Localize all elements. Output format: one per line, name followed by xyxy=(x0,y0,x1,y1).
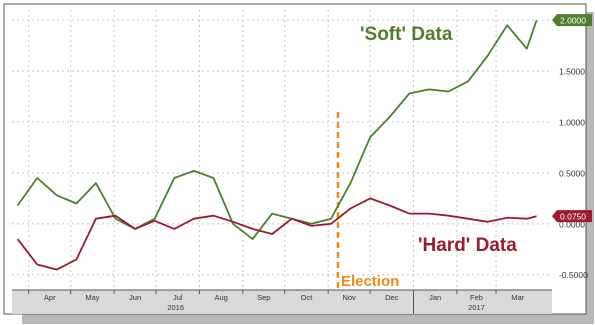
x-tick-label: Mar xyxy=(511,293,524,302)
y-tick-label: 1.0000 xyxy=(559,118,585,128)
last-value-badge-text: 0.0750 xyxy=(560,212,586,222)
hard-data-line xyxy=(16,197,537,271)
x-tick-label: Jul xyxy=(173,293,183,302)
x-tick-label: Dec xyxy=(385,293,399,302)
x-tick-label: May xyxy=(85,293,99,302)
series-layer xyxy=(16,19,538,290)
x-tick-label: Aug xyxy=(214,293,227,302)
x-axis-band xyxy=(12,290,552,314)
last-value-badges: 2.0000 0.0750 xyxy=(552,14,592,223)
x-tick-label: Jun xyxy=(129,293,141,302)
x-axis: Apr May Jun Jul Aug Sep Oct Nov Dec Jan Feb Mar 2016… xyxy=(28,290,525,314)
y-tick-label: 1.5000 xyxy=(559,67,585,77)
x-year-label: 2017 xyxy=(468,303,485,312)
x-tick-label: Nov xyxy=(342,293,356,302)
election-label: Election xyxy=(341,273,399,290)
x-tick-label: Sep xyxy=(257,293,270,302)
gridlines xyxy=(12,10,552,290)
x-tick-label: Feb xyxy=(470,293,483,302)
y-tick-label: 0.5000 xyxy=(559,168,585,178)
x-tick-label: Oct xyxy=(301,293,314,302)
soft-data-line xyxy=(16,19,538,241)
soft-data-label: 'Soft' Data xyxy=(360,24,453,45)
hard-data-label: 'Hard' Data xyxy=(418,235,517,256)
x-tick-label: Jan xyxy=(429,293,441,302)
x-tick-label: Apr xyxy=(44,293,56,302)
last-value-badge xyxy=(552,14,592,27)
last-value-badge xyxy=(552,210,592,223)
y-tick-label: -0.5000 xyxy=(559,270,588,280)
x-year-label: 2016 xyxy=(167,303,184,312)
plot-area xyxy=(12,10,552,290)
last-value-badge-text: 2.0000 xyxy=(560,16,586,26)
y-tick-label: 0.0000 xyxy=(559,219,585,229)
annotations: 'Soft' Data 'Hard' Data Election xyxy=(341,24,517,290)
